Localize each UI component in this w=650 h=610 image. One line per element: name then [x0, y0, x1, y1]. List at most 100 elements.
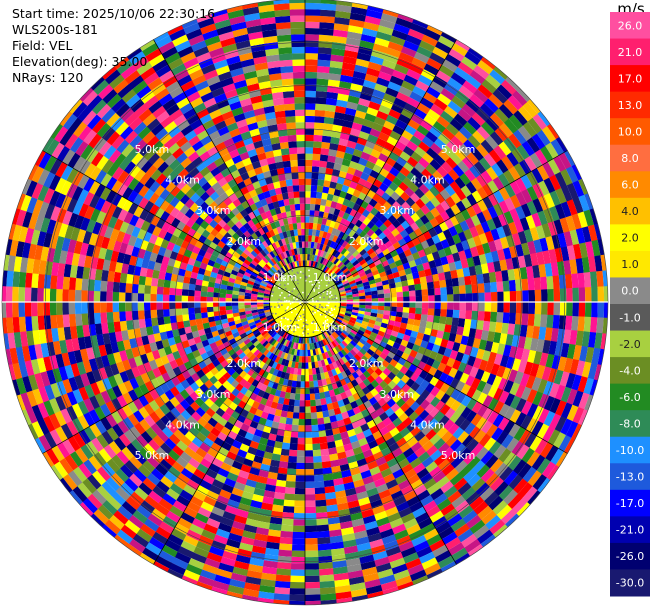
radar-gate: [18, 301, 26, 317]
radar-gate: [74, 289, 82, 302]
radar-gate: [270, 401, 278, 410]
radar-gate: [393, 276, 402, 283]
radar-gate: [245, 245, 254, 254]
radar-gate: [459, 302, 467, 311]
radar-gate: [127, 328, 136, 340]
radar-gate: [214, 574, 231, 585]
radar-gate: [81, 313, 89, 326]
radar-gate: [317, 256, 323, 264]
radar-gate: [197, 346, 207, 356]
radar-gate: [452, 164, 465, 178]
radar-gate: [285, 480, 296, 488]
radar-gate: [345, 557, 361, 567]
radar-gate: [241, 277, 249, 284]
radar-gate: [383, 219, 393, 228]
radar-gate: [329, 142, 339, 151]
radar-gate: [179, 141, 193, 153]
radar-gate: [172, 328, 180, 338]
radar-gate: [122, 173, 135, 187]
radar-gate: [433, 154, 446, 167]
radar-gate: [475, 107, 491, 122]
radar-gate: [150, 377, 161, 389]
radar-gate: [483, 282, 491, 293]
radar-gate: [311, 361, 316, 369]
radar-gate: [238, 288, 246, 293]
radar-gate: [304, 600, 321, 605]
radar-gate: [423, 179, 435, 191]
radar-gate: [347, 263, 355, 271]
radar-gate: [413, 130, 426, 142]
radar-gate: [28, 164, 39, 181]
radar-gate: [387, 371, 396, 381]
radar-gate: [340, 322, 347, 329]
radar-gate: [524, 156, 537, 172]
radar-gate: [204, 398, 215, 408]
radar-gate: [469, 165, 482, 179]
radar-gate: [153, 560, 170, 572]
radar-gate: [156, 480, 170, 494]
radar-gate: [319, 340, 325, 347]
radar-gate: [133, 422, 146, 435]
radar-gate: [374, 247, 383, 256]
radar-gate: [502, 280, 510, 292]
radar-gate: [227, 532, 243, 543]
radar-gate: [285, 340, 291, 347]
radar-gate: [145, 426, 158, 440]
radar-gate: [127, 190, 139, 203]
radar-gate: [261, 457, 272, 466]
radar-gate: [60, 164, 74, 181]
radar-gate: [436, 475, 450, 489]
radar-gate: [457, 61, 474, 76]
radar-gate: [464, 169, 477, 182]
radar-gate: [304, 437, 313, 445]
radar-gate: [295, 481, 305, 489]
radar-gate: [180, 183, 192, 195]
radar-gate: [260, 249, 267, 257]
radar-gate: [375, 263, 384, 270]
radar-gate: [444, 184, 456, 197]
radar-gate: [461, 56, 478, 71]
radar-gate: [251, 240, 260, 248]
radar-gate: [222, 244, 231, 252]
radar-gate: [337, 261, 344, 269]
radar-gate: [325, 377, 332, 385]
radar-gate: [506, 437, 520, 453]
radar-gate: [410, 381, 421, 392]
radar-gate: [446, 140, 459, 153]
radar-gate: [591, 302, 598, 318]
radar-gate: [119, 282, 127, 293]
radar-gate: [239, 265, 248, 272]
radar-gate: [340, 74, 354, 84]
radar-gate: [233, 345, 241, 353]
radar-gate: [375, 456, 387, 467]
radar-gate: [89, 423, 102, 438]
radar-gate: [284, 493, 295, 501]
radar-gate: [443, 82, 459, 96]
radar-gate: [256, 274, 264, 281]
radar-gate: [419, 399, 431, 410]
radar-gate: [189, 391, 200, 402]
radar-gate: [226, 285, 234, 291]
radar-gate: [238, 341, 246, 349]
radar-gate: [379, 244, 388, 252]
radar-gate: [204, 269, 212, 277]
radar-gate: [383, 310, 391, 316]
radar-gate: [466, 438, 479, 452]
radar-gate: [150, 168, 163, 181]
radar-gate: [398, 412, 409, 423]
radar-gate: [323, 116, 335, 125]
radar-gate: [265, 350, 272, 359]
radar-gate: [368, 101, 381, 111]
radar-gate: [73, 349, 83, 364]
radar-gate: [336, 269, 343, 276]
radar-gate: [124, 112, 139, 127]
radar-gate: [156, 309, 164, 318]
radar-gate: [144, 309, 152, 319]
radar-gate: [235, 228, 244, 237]
radar-gate: [443, 173, 455, 186]
radar-gate: [272, 324, 279, 330]
radar-gate: [156, 286, 164, 295]
radar-gate: [100, 291, 107, 302]
radar-gate: [341, 225, 348, 234]
radar-gate: [224, 406, 235, 416]
